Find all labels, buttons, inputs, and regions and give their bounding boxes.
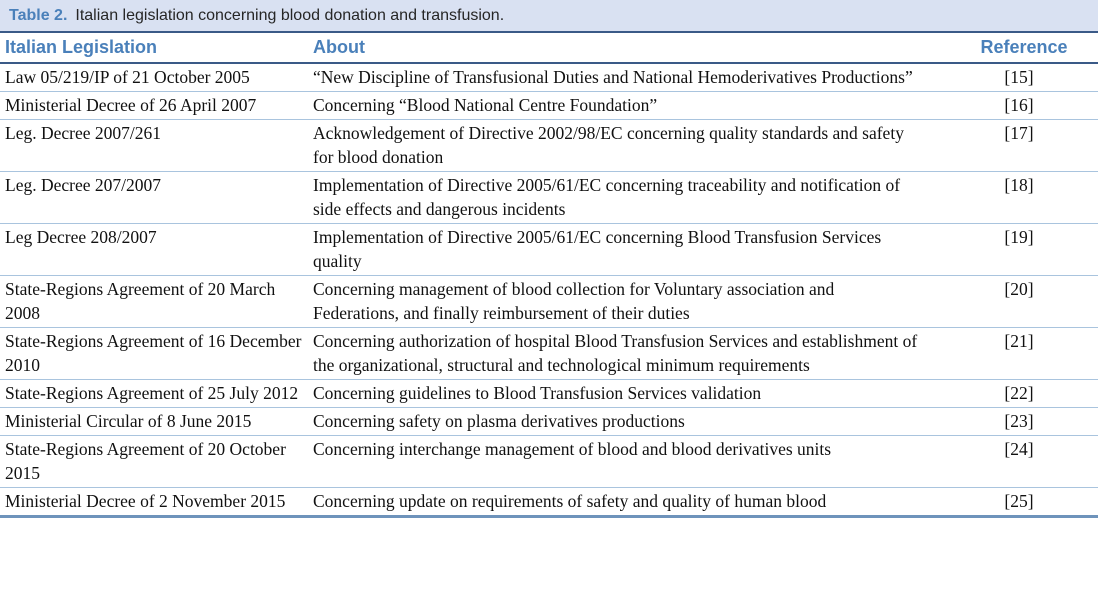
legislation-cell: Ministerial Decree of 2 November 2015 (5, 491, 286, 511)
about-cell: “New Discipline of Transfusional Duties … (308, 63, 950, 92)
legislation-cell: Leg. Decree 207/2007 (0, 171, 308, 224)
about-cell: Implementation of Directive 2005/61/EC c… (308, 223, 950, 276)
column-header-about: About (308, 33, 950, 64)
about-cell: Concerning safety on plasma derivatives … (308, 407, 950, 436)
column-header-italian-legislation: Italian Legislation (0, 33, 308, 64)
column-header-reference: Reference (950, 33, 1098, 64)
about-cell: Concerning authorization of hospital Blo… (308, 327, 950, 380)
reference-cell: [21] (950, 327, 1098, 380)
legislation-cell: Leg Decree 208/2007 (0, 223, 308, 276)
reference-cell: [19] (950, 223, 1098, 276)
about-cell: Concerning interchange management of blo… (308, 435, 950, 488)
table-caption-bar: Table 2. Italian legislation concerning … (0, 0, 1098, 33)
table-row: Ministerial Circular of 8 June 2015 Conc… (0, 407, 1098, 436)
table-row: Leg. Decree 2007/261 Acknowledgement of … (0, 119, 1098, 172)
legislation-cell: State-Regions Agreement of 16 December 2… (0, 327, 308, 380)
legislation-cell: Ministerial Circular of 8 June 2015 (0, 407, 308, 436)
table-row: State-Regions Agreement of 16 December 2… (0, 327, 1098, 380)
reference-cell: [17] (950, 119, 1098, 172)
reference-cell: [22] (950, 379, 1098, 408)
legislation-cell: Law 05/219/IP of 21 October 2005 (0, 63, 308, 92)
about-cell: Concerning management of blood collectio… (308, 275, 950, 328)
reference-cell: [25] (1004, 491, 1034, 511)
about-cell: Implementation of Directive 2005/61/EC c… (308, 171, 950, 224)
table-bottom-rule (0, 515, 1098, 518)
legislation-cell: State-Regions Agreement of 20 October 20… (0, 435, 308, 488)
about-cell: Concerning guidelines to Blood Transfusi… (308, 379, 950, 408)
header-row: Italian Legislation About Reference (0, 33, 1098, 64)
table-caption-label: Table 2. (9, 6, 68, 24)
table-row: State-Regions Agreement of 20 March 2008… (0, 275, 1098, 328)
legislation-table: Italian Legislation About Reference Law … (0, 33, 1098, 515)
reference-cell: [24] (950, 435, 1098, 488)
legislation-cell: State-Regions Agreement of 20 March 2008 (0, 275, 308, 328)
reference-cell: [18] (950, 171, 1098, 224)
reference-cell: [16] (950, 91, 1098, 120)
about-cell: Concerning “Blood National Centre Founda… (308, 91, 950, 120)
table-row: State-Regions Agreement of 25 July 2012 … (0, 379, 1098, 408)
legislation-cell: Ministerial Decree of 26 April 2007 (0, 91, 308, 120)
legislation-cell: State-Regions Agreement of 25 July 2012 (0, 379, 308, 408)
about-cell: Acknowledgement of Directive 2002/98/EC … (308, 119, 950, 172)
reference-cell: [20] (950, 275, 1098, 328)
reference-cell: [23] (950, 407, 1098, 436)
table-row: State-Regions Agreement of 20 October 20… (0, 435, 1098, 488)
about-cell: Concerning update on requirements of saf… (313, 491, 827, 511)
table-row: Leg. Decree 207/2007 Implementation of D… (0, 171, 1098, 224)
reference-cell: [15] (950, 63, 1098, 92)
table-row: Leg Decree 208/2007 Implementation of Di… (0, 223, 1098, 276)
table-row: Ministerial Decree of 26 April 2007 Conc… (0, 91, 1098, 120)
table-caption-text: Italian legislation concerning blood don… (75, 6, 505, 24)
table-row: Law 05/219/IP of 21 October 2005 “New Di… (0, 63, 1098, 92)
legislation-cell: Leg. Decree 2007/261 (0, 119, 308, 172)
table-row: Ministerial Decree of 2 November 2015 Co… (0, 488, 1098, 516)
